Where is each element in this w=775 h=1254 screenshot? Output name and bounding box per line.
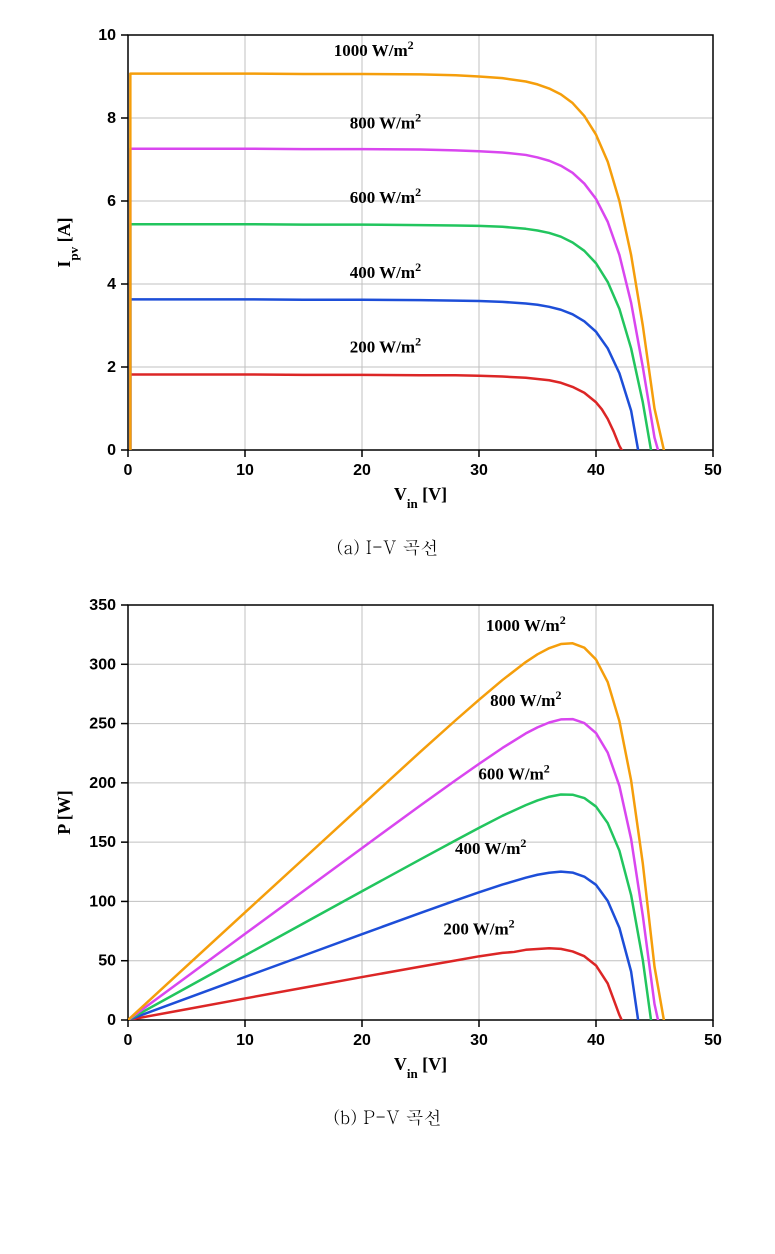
pv-caption: (b) P-V 곡선 (30, 1105, 745, 1130)
svg-text:8: 8 (107, 110, 116, 127)
svg-text:0: 0 (123, 462, 132, 479)
svg-text:800 W/m2: 800 W/m2 (349, 110, 420, 132)
svg-text:400 W/m2: 400 W/m2 (455, 836, 526, 858)
svg-text:Vin [V]: Vin [V] (393, 1054, 446, 1080)
svg-text:0: 0 (107, 1012, 116, 1029)
svg-text:50: 50 (98, 953, 116, 970)
svg-text:Ipv [A]: Ipv [A] (54, 217, 81, 267)
svg-text:0: 0 (107, 442, 116, 459)
svg-text:150: 150 (89, 834, 116, 851)
svg-text:800 W/m2: 800 W/m2 (490, 688, 561, 710)
svg-text:50: 50 (704, 462, 722, 479)
pv-chart: 0 10 20 30 40 50 0 50 100 150 200 250 300 350 200 W/m2… (48, 590, 728, 1080)
svg-text:40: 40 (587, 1032, 605, 1049)
svg-text:300: 300 (89, 656, 116, 673)
svg-text:1000 W/m2: 1000 W/m2 (333, 38, 413, 60)
svg-text:P [W]: P [W] (54, 790, 74, 835)
svg-text:200: 200 (89, 775, 116, 792)
svg-text:2: 2 (107, 359, 116, 376)
svg-text:100: 100 (89, 893, 116, 910)
svg-text:4: 4 (107, 276, 116, 293)
svg-text:40: 40 (587, 462, 605, 479)
pv-chart-svg: 0 10 20 30 40 50 0 50 100 150 200 250 300 350 200 W/m2… (48, 590, 728, 1080)
svg-text:250: 250 (89, 716, 116, 733)
svg-text:350: 350 (89, 597, 116, 614)
svg-text:200 W/m2: 200 W/m2 (443, 917, 514, 939)
svg-text:20: 20 (353, 1032, 371, 1049)
svg-text:30: 30 (470, 1032, 488, 1049)
iv-chart: 0 10 20 30 40 50 0 2 4 6 8 10 200 W/m2 400 W/m2 600 W/… (48, 20, 728, 510)
svg-text:0: 0 (123, 1032, 132, 1049)
svg-text:10: 10 (236, 1032, 254, 1049)
svg-text:400 W/m2: 400 W/m2 (349, 260, 420, 282)
svg-text:20: 20 (353, 462, 371, 479)
iv-chart-svg: 0 10 20 30 40 50 0 2 4 6 8 10 200 W/m2 400 W/m2 600 W/… (48, 20, 728, 510)
iv-chart-container: 0 10 20 30 40 50 0 2 4 6 8 10 200 W/m2 400 W/m2 600 W/… (30, 20, 745, 560)
svg-text:10: 10 (236, 462, 254, 479)
iv-caption: (a) I-V 곡선 (30, 535, 745, 560)
svg-text:200 W/m2: 200 W/m2 (349, 334, 420, 356)
svg-text:30: 30 (470, 462, 488, 479)
svg-text:6: 6 (107, 193, 116, 210)
svg-text:Vin [V]: Vin [V] (393, 484, 446, 510)
svg-text:600 W/m2: 600 W/m2 (478, 761, 549, 783)
svg-text:50: 50 (704, 1032, 722, 1049)
svg-text:1000 W/m2: 1000 W/m2 (485, 613, 565, 635)
pv-chart-container: 0 10 20 30 40 50 0 50 100 150 200 250 300 350 200 W/m2… (30, 590, 745, 1130)
svg-text:10: 10 (98, 27, 116, 44)
svg-text:600 W/m2: 600 W/m2 (349, 185, 420, 207)
